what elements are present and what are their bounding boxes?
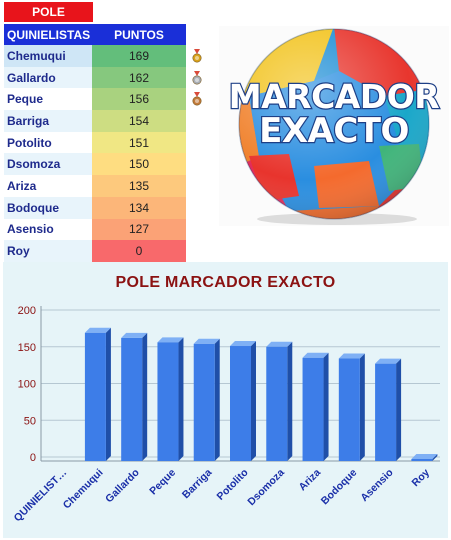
bar-side (323, 352, 329, 461)
ball-text-exacto: EXACTO (259, 111, 409, 151)
player-points: 134 (92, 196, 186, 219)
bar-top (230, 341, 256, 347)
bar (84, 332, 106, 461)
bar-side (251, 341, 256, 461)
player-name: Ariza (7, 178, 37, 193)
table-row: Peque 156 (4, 88, 186, 111)
bar-top (266, 341, 293, 347)
bar (338, 358, 360, 461)
player-points: 0 (92, 240, 186, 262)
bar-side (359, 353, 365, 461)
bar (302, 357, 324, 461)
player-points: 151 (92, 131, 186, 154)
bar-side (396, 358, 402, 461)
y-tick-label: 200 (18, 305, 36, 317)
x-tick-label: Peque (147, 467, 178, 498)
bar-side (432, 454, 438, 461)
ball-text-marcador: MARCADOR (229, 77, 439, 116)
header-quinielistas: QUINIELISTAS (4, 24, 92, 45)
y-tick-label: 150 (18, 342, 36, 354)
x-tick-label: Roy (409, 467, 432, 490)
bar-side (142, 332, 148, 461)
bar (230, 346, 251, 461)
bar-top (121, 332, 148, 338)
bar-side (105, 327, 111, 461)
table-row: Barriga 154 (4, 110, 186, 132)
x-tick-label: Chemuqui (61, 467, 106, 512)
bar-top (411, 454, 438, 459)
gold-medal-icon (192, 49, 202, 63)
player-name: Potolito (7, 135, 52, 150)
bar-side (214, 338, 220, 461)
player-points: 150 (92, 153, 186, 176)
header-puntos: PUNTOS (92, 24, 186, 45)
x-tick-label: Asensio (358, 467, 395, 504)
player-points: 135 (92, 175, 186, 197)
player-name: Peque (7, 92, 44, 107)
table-row: Ariza 135 (4, 175, 186, 197)
marcador-exacto-ball-image: MARCADOR EXACTO (219, 26, 449, 226)
player-points: 154 (92, 110, 186, 132)
player-name: Dsomoza (4, 153, 92, 176)
bar (157, 342, 179, 461)
bronze-medal-icon (192, 92, 202, 106)
x-tick-label: Ariza (297, 467, 324, 494)
standings-table: QUINIELISTAS PUNTOS Chemuqui 169 Gallardo 1… (4, 24, 186, 262)
y-tick-label: 100 (18, 379, 36, 391)
table-row: Chemuqui 169 (4, 45, 186, 67)
bar (121, 337, 143, 461)
x-tick-label: QUINIELIST… (12, 467, 70, 525)
bar (411, 459, 433, 461)
bar-top (375, 358, 402, 364)
bar-top (338, 353, 365, 359)
x-tick-label: Potolito (215, 467, 251, 503)
x-tick-label: Dsomoza (245, 467, 287, 509)
chart-title: POLE MARCADOR EXACTO (115, 274, 336, 291)
y-tick-label: 50 (24, 415, 36, 427)
bar-side (178, 337, 184, 461)
player-name: Gallardo (4, 66, 92, 89)
table-row: Dsomoza 150 (4, 153, 186, 176)
x-tick-label: Gallardo (103, 467, 142, 506)
player-name: Roy (4, 240, 92, 262)
bar-side (287, 341, 293, 461)
table-row: Roy 0 (4, 240, 186, 262)
pole-tab[interactable]: POLE (4, 2, 93, 22)
bar (193, 343, 215, 461)
player-points: 127 (92, 218, 186, 241)
table-row: Gallardo 162 (4, 66, 186, 89)
table-row: Asensio 127 (4, 218, 186, 241)
y-tick-label: 0 (30, 452, 36, 464)
player-name: Bodoque (4, 196, 92, 219)
x-tick-label: Barriga (180, 467, 215, 502)
bar (375, 363, 397, 461)
silver-medal-icon (192, 70, 202, 85)
player-points: 169 (92, 45, 186, 67)
table-row: Potolito 151 (4, 131, 186, 154)
bar (266, 346, 288, 461)
player-name: Barriga (4, 110, 92, 132)
bar-top (302, 352, 329, 358)
bar-top (157, 337, 184, 343)
player-name: Asensio (7, 222, 54, 237)
player-points: 156 (92, 88, 186, 111)
table-header-row: QUINIELISTAS PUNTOS (4, 24, 186, 45)
x-tick-label: Bodoque (319, 467, 360, 508)
chart-panel: POLE MARCADOR EXACTO 0 50 100 150 200 QUINIEL… (3, 262, 448, 538)
bar-top (193, 338, 220, 344)
player-points: 162 (92, 66, 186, 89)
table-row: Bodoque 134 (4, 196, 186, 219)
bar-top (84, 327, 111, 333)
player-name: Chemuqui (4, 45, 92, 67)
